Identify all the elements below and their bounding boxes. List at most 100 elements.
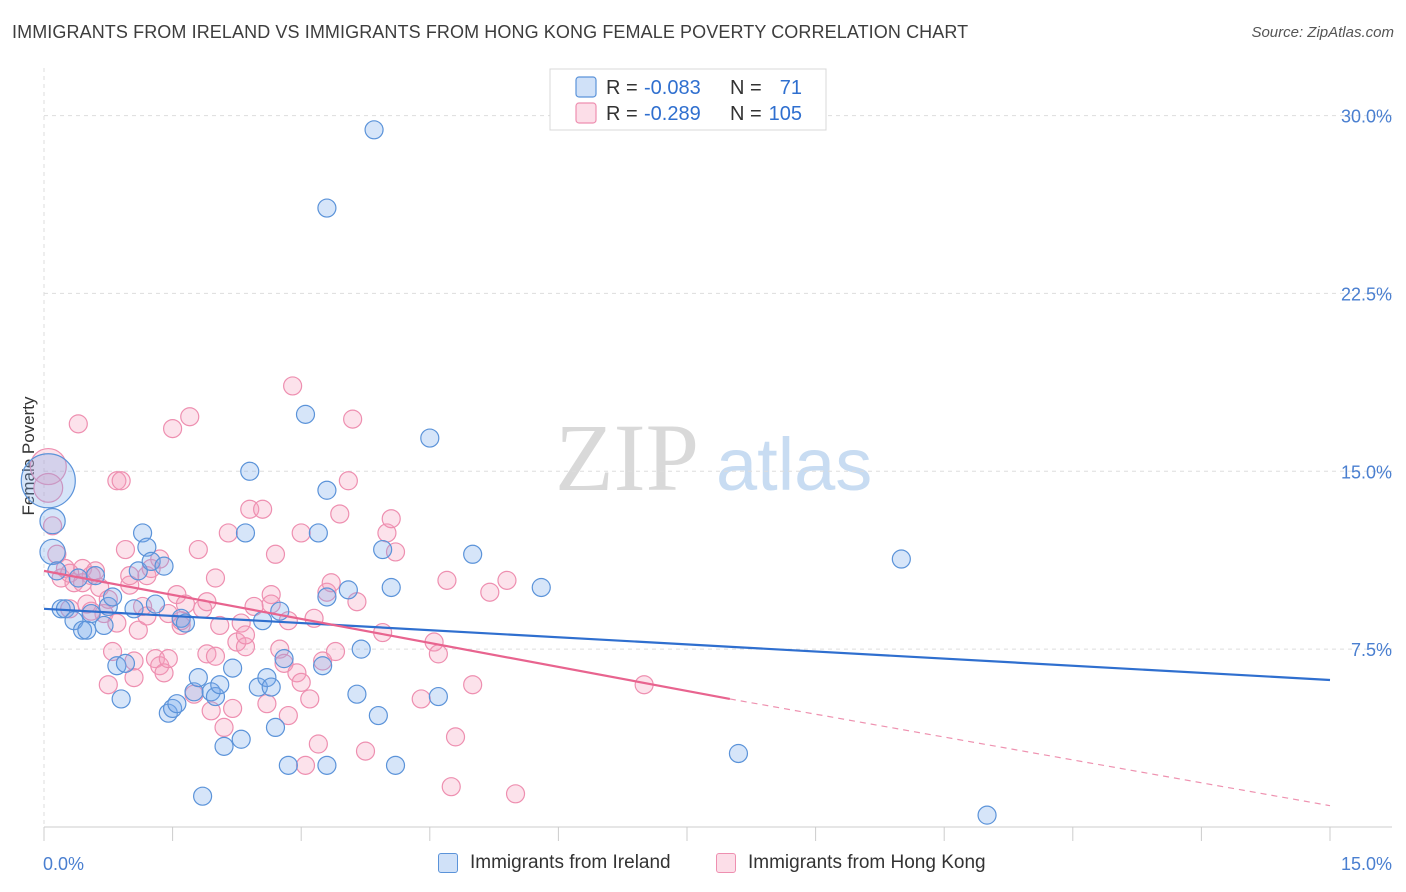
x-ticks: [43, 827, 1331, 841]
ireland-point: [261, 677, 281, 697]
hongkong-point: [308, 734, 328, 754]
y-tick-label: 30.0%: [1341, 107, 1392, 127]
ireland-point: [128, 561, 148, 581]
ireland-point: [308, 523, 328, 543]
hongkong-point: [235, 625, 256, 645]
ireland-point: [214, 736, 234, 756]
hongkong-point: [381, 509, 401, 529]
hongkong-point: [428, 644, 448, 664]
hongkong-point: [205, 646, 226, 666]
ireland-point: [115, 653, 136, 673]
ireland-point: [231, 729, 251, 749]
hongkong-point: [163, 419, 183, 439]
ireland-point: [167, 694, 187, 714]
y-tick-labels: 7.5% 15.0% 22.5% 30.0%: [1341, 107, 1392, 661]
hongkong-point: [154, 663, 174, 683]
hongkong-point: [463, 675, 483, 695]
watermark-atlas: atlas: [716, 423, 872, 506]
ireland-point: [145, 594, 166, 614]
hongkong-point: [180, 407, 200, 427]
ireland-point: [351, 639, 371, 659]
ireland-point: [317, 587, 337, 607]
legend-ireland-n-label: N =: [730, 77, 762, 99]
legend-hongkong-r-value: -0.289: [644, 103, 701, 125]
hongkong-point: [270, 639, 290, 659]
hongkong-point: [29, 447, 67, 486]
hongkong-trend-line-extension: [729, 698, 1331, 807]
ireland-point: [317, 480, 337, 500]
ireland-point: [338, 580, 358, 600]
hongkong-point: [313, 651, 333, 671]
ireland-point: [274, 649, 294, 669]
ireland-point: [47, 561, 67, 581]
ireland-point: [184, 682, 204, 702]
hongkong-point: [505, 784, 526, 804]
hongkong-point: [445, 727, 466, 747]
ireland-point: [72, 620, 93, 640]
ireland-point: [313, 656, 333, 676]
hongkong-point: [291, 523, 311, 543]
legend-hongkong-n-value: 105: [769, 103, 802, 125]
ireland-point: [94, 615, 114, 636]
hongkong-point: [274, 653, 294, 673]
hongkong-point: [124, 667, 144, 688]
ireland-point: [265, 717, 286, 738]
ireland-point: [373, 539, 393, 560]
ireland-point: [257, 667, 277, 688]
hongkong-point: [218, 523, 238, 543]
y-tick-label: 15.0%: [1341, 462, 1392, 482]
legend-ireland-r-value: -0.083: [644, 77, 701, 99]
ireland-point: [102, 587, 123, 607]
hongkong-point: [111, 471, 131, 491]
hongkong-point: [338, 471, 358, 491]
hongkong-point: [210, 615, 230, 636]
bottom-legend-label-hongkong: Immigrants from Hong Kong: [748, 852, 986, 873]
hongkong-point: [98, 675, 118, 695]
hongkong-point: [437, 570, 457, 590]
ireland-point: [270, 601, 290, 621]
chart-title: IMMIGRANTS FROM IRELAND VS IMMIGRANTS FR…: [12, 22, 969, 42]
legend-ireland-n-value: 71: [780, 77, 802, 99]
hongkong-point: [295, 755, 316, 775]
legend: R = -0.083 N = 71 R = -0.289 N = 105: [549, 68, 827, 131]
hongkong-point: [68, 414, 88, 434]
ireland-point: [81, 603, 101, 624]
hongkong-trend-line: [43, 569, 731, 701]
hongkong-point: [188, 539, 208, 560]
hongkong-point: [278, 705, 298, 726]
ireland-point: [381, 577, 401, 598]
hongkong-point: [158, 649, 178, 669]
hongkong-point: [497, 570, 517, 590]
hongkong-point: [321, 573, 341, 593]
hongkong-point: [214, 717, 234, 738]
hongkong-point: [343, 409, 363, 429]
x-tick-label-max: 15.0%: [1341, 854, 1392, 874]
ireland-point: [132, 523, 153, 543]
ireland-point: [891, 549, 911, 569]
hongkong-point: [257, 694, 277, 714]
bottom-legend-swatch-ireland: [438, 853, 458, 873]
ireland-point: [977, 805, 997, 825]
ireland-point: [295, 404, 316, 424]
trend-lines: [43, 569, 1331, 807]
ireland-point: [39, 507, 66, 535]
ireland-point: [235, 523, 256, 543]
hongkong-point: [102, 641, 123, 662]
legend-ireland-r-label: R =: [606, 77, 638, 99]
hongkong-point: [223, 698, 243, 719]
ireland-point: [420, 428, 440, 448]
ireland-point: [317, 198, 337, 218]
hongkong-point: [441, 777, 461, 797]
ireland-point: [240, 461, 260, 481]
ireland-point: [77, 620, 97, 640]
hongkong-point: [107, 471, 127, 491]
hongkong-point: [283, 376, 303, 396]
gridlines: [43, 68, 1392, 827]
ireland-point: [137, 537, 157, 557]
hongkong-point: [265, 544, 286, 564]
hongkong-point: [330, 504, 350, 524]
hongkong-point: [325, 641, 346, 662]
hongkong-point: [287, 663, 307, 683]
ireland-point: [385, 755, 406, 775]
